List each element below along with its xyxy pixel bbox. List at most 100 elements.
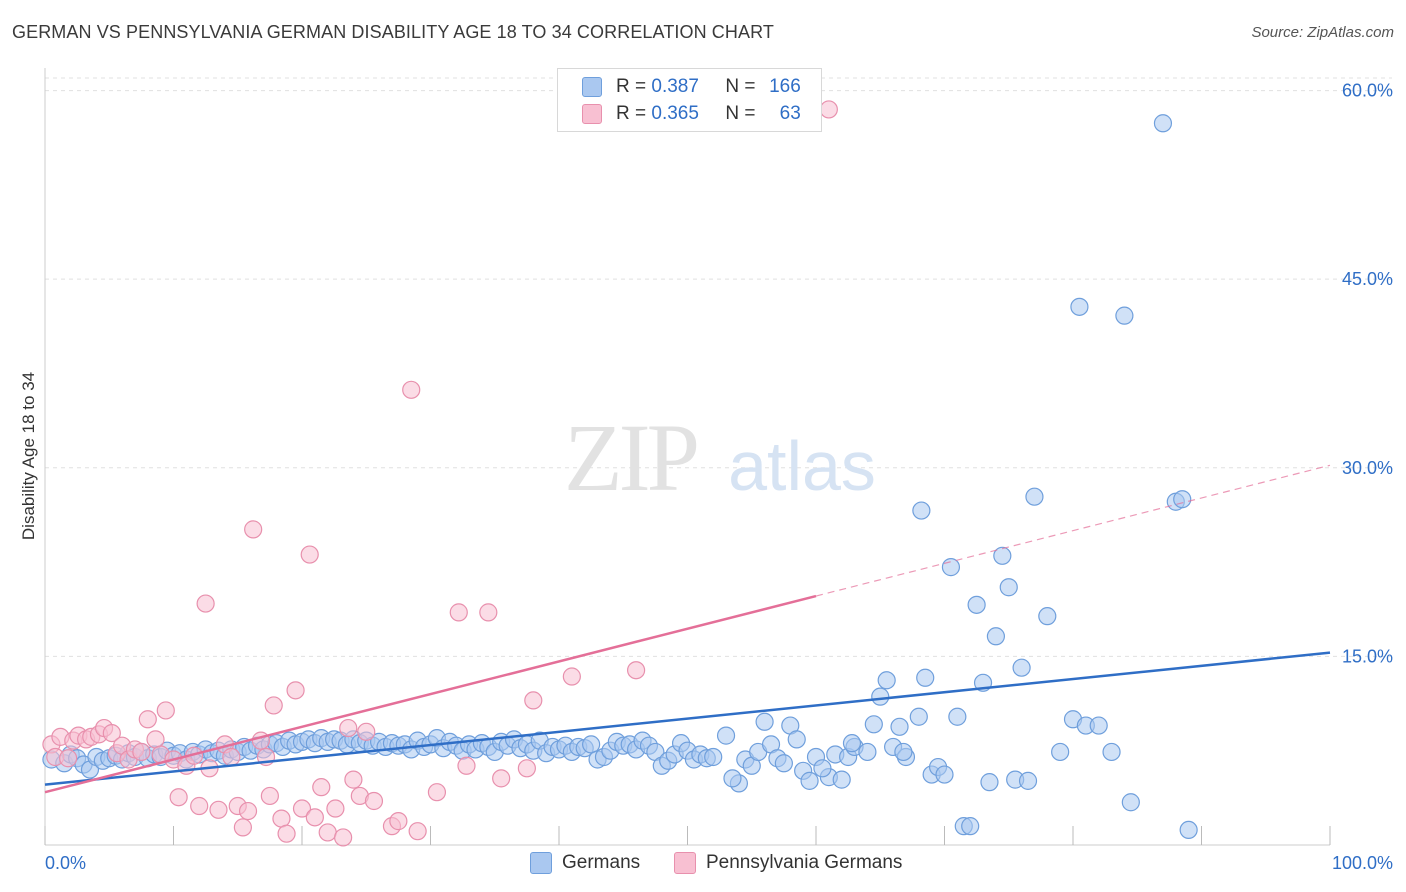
data-point: [59, 749, 78, 768]
series-legend: Germans Pennsylvania Germans: [0, 852, 1406, 878]
data-point: [196, 594, 215, 613]
axis-labels: 15.0% 30.0% 45.0% 60.0% 0.0% 100.0% Disability…: [19, 81, 1393, 873]
x-tick-label-max: 100.0%: [1332, 853, 1393, 873]
data-point: [755, 712, 774, 731]
legend-r-label: R =: [616, 103, 647, 124]
data-point: [408, 822, 427, 841]
data-point: [1115, 306, 1134, 325]
data-point: [864, 715, 883, 734]
data-point: [1051, 742, 1070, 762]
y-tick-label: 45.0%: [1342, 269, 1393, 289]
legend-n-value-pennsylvania-germans: 63: [779, 103, 801, 124]
data-point: [492, 769, 511, 788]
data-point: [967, 595, 986, 614]
data-points: [42, 100, 1198, 847]
data-point: [1025, 487, 1044, 506]
data-point: [1038, 607, 1057, 626]
data-point: [402, 380, 421, 399]
data-point: [961, 817, 980, 836]
legend-n-label: N =: [725, 103, 756, 124]
chart-title: GERMAN VS PENNSYLVANIA GERMAN DISABILITY…: [12, 22, 774, 42]
data-point: [222, 747, 241, 767]
data-point: [292, 799, 312, 818]
data-point: [871, 687, 890, 706]
data-point: [244, 520, 263, 539]
data-point: [272, 809, 291, 828]
legend-r-label: R =: [616, 76, 647, 97]
legend-swatch-pennsylvania-germans: [582, 104, 602, 124]
legend-r-value-pennsylvania-germans: 0.365: [651, 103, 699, 124]
data-point: [800, 771, 819, 790]
y-tick-label: 60.0%: [1342, 81, 1393, 101]
trend-line-pennsylvania-germans: [44, 594, 817, 794]
data-point: [813, 759, 832, 778]
data-point: [286, 681, 305, 700]
data-point: [264, 696, 283, 715]
data-point: [305, 808, 324, 827]
data-point: [787, 730, 806, 749]
data-point: [318, 823, 337, 842]
data-point: [941, 558, 961, 577]
series-label-germans: Germans: [562, 852, 641, 873]
data-point: [132, 742, 151, 762]
data-point: [524, 691, 543, 710]
series-label-pennsylvania-germans: Pennsylvania Germans: [706, 852, 903, 873]
data-point: [1070, 297, 1089, 316]
data-point: [980, 773, 999, 792]
watermark: ZIP atlas: [564, 404, 876, 511]
trend-lines: [44, 464, 1331, 794]
data-point: [819, 100, 838, 119]
data-point: [1018, 771, 1038, 790]
data-point: [1179, 820, 1198, 840]
data-point: [1089, 716, 1108, 735]
data-point: [326, 799, 345, 818]
source-credit: Source: ZipAtlas.com: [1251, 24, 1394, 41]
data-point: [912, 501, 931, 520]
series-legend-germans[interactable]: Germans: [530, 852, 640, 874]
data-point: [364, 791, 384, 811]
data-point: [260, 786, 279, 806]
data-point: [300, 545, 319, 564]
y-tick-label: 30.0%: [1342, 458, 1393, 478]
data-point: [916, 668, 935, 687]
correlation-legend: R = 0.387 N = 166 R = 0.365 N = 63: [557, 68, 822, 132]
series-legend-pennsylvania-germans[interactable]: Pennsylvania Germans: [674, 852, 902, 874]
data-point: [832, 770, 851, 789]
data-point: [449, 603, 468, 622]
data-point: [138, 710, 157, 729]
data-point: [334, 828, 353, 847]
data-point: [909, 707, 928, 726]
data-point: [842, 734, 862, 753]
legend-row-germans: R = 0.387 N = 166: [582, 76, 801, 98]
data-point: [457, 756, 476, 775]
data-point: [993, 546, 1012, 565]
data-point: [890, 717, 909, 736]
trend-line-extension-pennsylvania-germans: [815, 464, 1331, 597]
data-point: [1012, 658, 1031, 677]
data-point: [894, 742, 913, 762]
data-point: [312, 778, 331, 797]
data-point: [723, 769, 742, 788]
data-point: [238, 801, 258, 821]
data-point: [877, 671, 896, 690]
data-point: [277, 824, 296, 843]
data-point: [146, 730, 165, 749]
data-point: [626, 661, 646, 680]
trend-line-germans: [44, 651, 1331, 786]
legend-r-value-germans: 0.387: [651, 76, 699, 97]
data-point: [774, 754, 793, 773]
data-point: [999, 578, 1018, 597]
x-tick-label-min: 0.0%: [45, 853, 86, 873]
series-points-pennsylvania-germans: [42, 100, 838, 847]
data-point: [1153, 114, 1173, 133]
data-point: [986, 627, 1006, 646]
legend-row-pennsylvania-germans: R = 0.365 N = 63: [582, 103, 801, 125]
legend-n-value-germans: 166: [769, 76, 801, 97]
watermark-zip: ZIP: [564, 404, 697, 511]
data-point: [582, 735, 601, 754]
data-point: [1121, 793, 1140, 812]
grid-lines: [45, 77, 1392, 657]
data-point: [233, 818, 252, 837]
data-point: [156, 701, 175, 720]
data-point: [935, 765, 954, 784]
